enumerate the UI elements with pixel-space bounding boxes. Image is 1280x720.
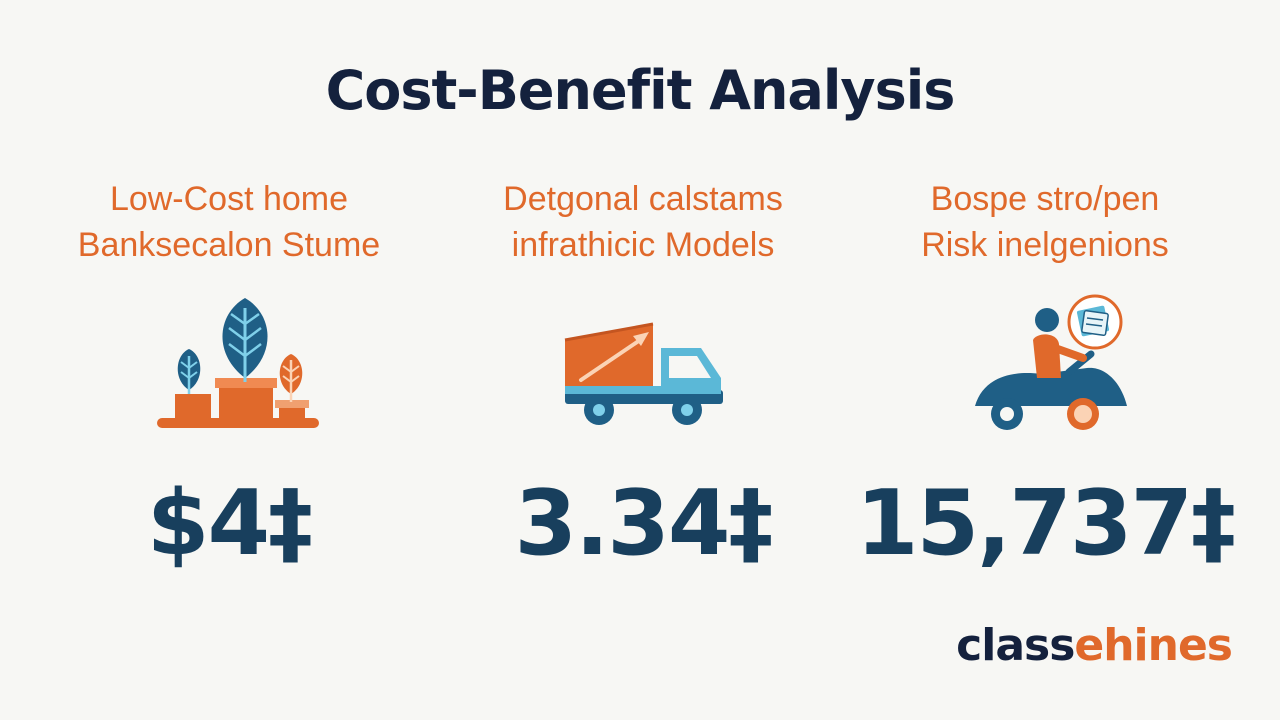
- brand-logo: classehines: [956, 620, 1233, 672]
- brand-part-1: class: [956, 620, 1075, 671]
- plant-growth-icon: [29, 294, 429, 444]
- column-low-cost: Low-Cost home Banksecalon Stume: [29, 176, 429, 576]
- metric-value: $4‡: [146, 471, 313, 576]
- column-models: Detgonal calstams infrathicic Models: [443, 176, 843, 576]
- heading-line-1: Bospe stro/pen: [930, 180, 1160, 218]
- column-risk: Bospe stro/pen Risk inelgenions: [845, 176, 1245, 576]
- heading-line-1: Low-Cost home: [109, 180, 349, 218]
- column-heading: Bospe stro/pen Risk inelgenions: [845, 176, 1245, 268]
- heading-line-2: infrathicic Models: [511, 226, 775, 264]
- column-heading: Detgonal calstams infrathicic Models: [443, 176, 843, 268]
- page-title: Cost-Benefit Analysis: [325, 59, 956, 122]
- column-heading: Low-Cost home Banksecalon Stume: [29, 176, 429, 268]
- metric-value: 15,737‡: [855, 471, 1236, 576]
- brand-part-2: ehines: [1074, 620, 1233, 671]
- truck-icon: [443, 294, 843, 444]
- metric-value: 3.34‡: [514, 471, 773, 576]
- rider-vehicle-svg: [975, 294, 1127, 430]
- rider-vehicle-icon: [845, 294, 1245, 444]
- truck-svg: [564, 322, 723, 425]
- heading-line-1: Detgonal calstams: [503, 180, 783, 218]
- heading-line-2: Banksecalon Stume: [77, 226, 381, 264]
- columns: Low-Cost home Banksecalon Stume: [0, 176, 1280, 576]
- heading-line-2: Risk inelgenions: [921, 226, 1169, 264]
- plant-growth-svg: [157, 298, 319, 428]
